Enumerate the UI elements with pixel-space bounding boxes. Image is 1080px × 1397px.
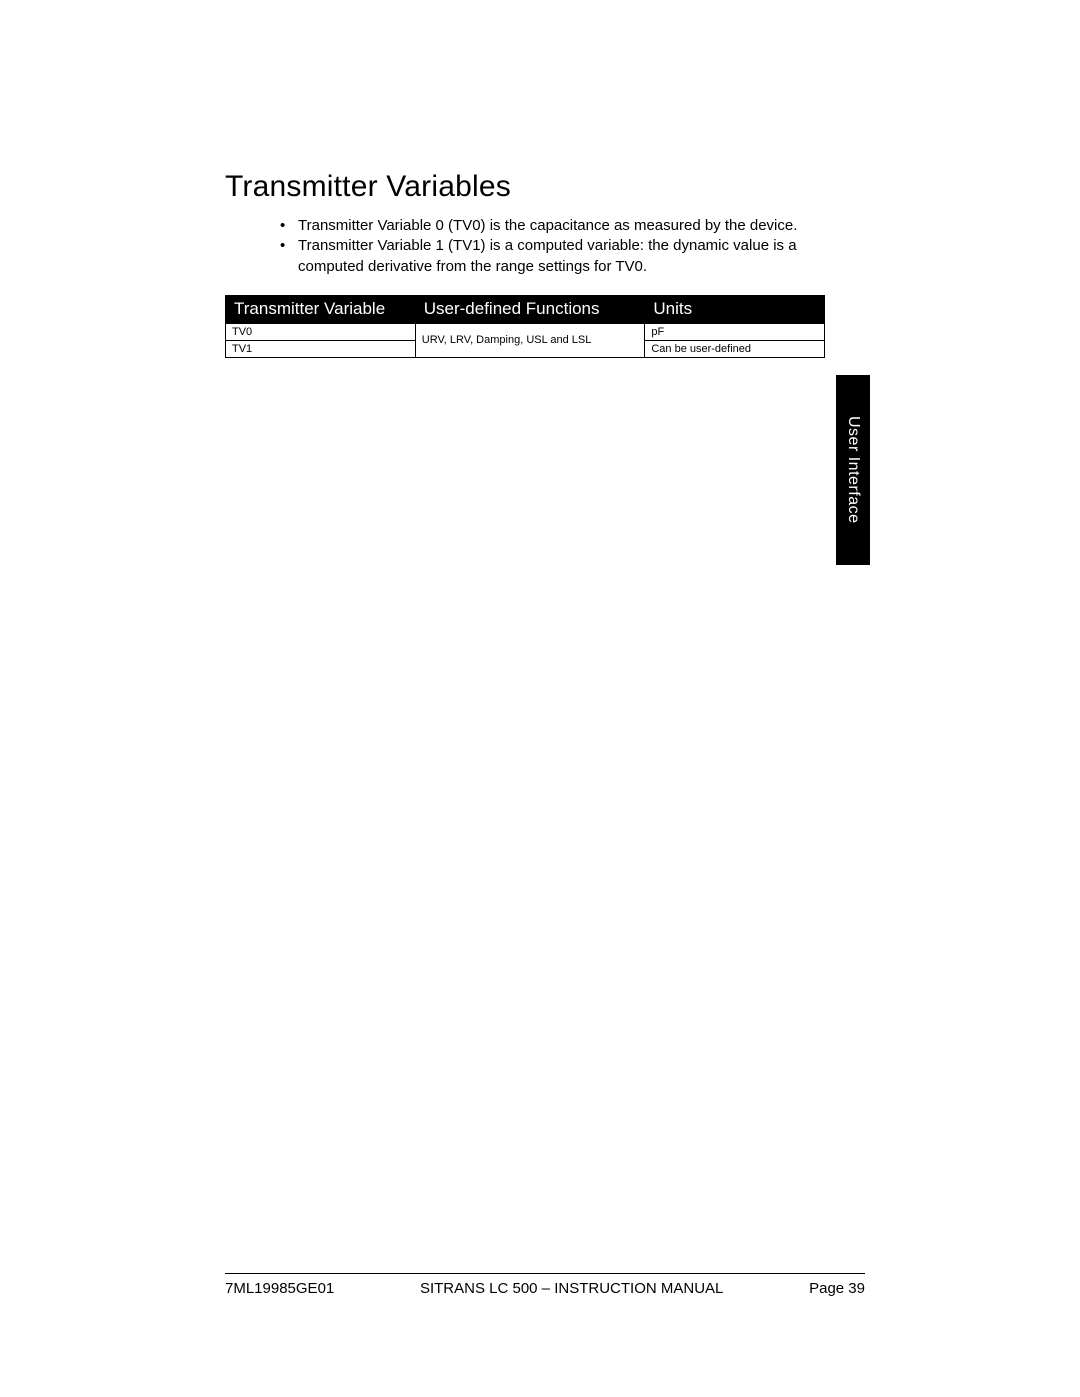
bullet-item: Transmitter Variable 0 (TV0) is the capa… [280, 216, 865, 236]
table-row: TV0 URV, LRV, Damping, USL and LSL pF [226, 323, 825, 340]
side-tab-label: User Interface [844, 416, 862, 523]
side-tab: User Interface [836, 375, 870, 565]
bullet-list: Transmitter Variable 0 (TV0) is the capa… [225, 216, 865, 277]
page-content: Transmitter Variables Transmitter Variab… [225, 170, 865, 358]
table-header-variable: Transmitter Variable [226, 295, 416, 323]
footer-doc-number: 7ML19985GE01 [225, 1280, 334, 1297]
section-heading: Transmitter Variables [225, 170, 865, 204]
cell-functions: URV, LRV, Damping, USL and LSL [415, 323, 645, 357]
footer-title: SITRANS LC 500 – INSTRUCTION MANUAL [334, 1280, 809, 1297]
variables-table: Transmitter Variable User-defined Functi… [225, 295, 825, 358]
table-header-row: Transmitter Variable User-defined Functi… [226, 295, 825, 323]
table-header-units: Units [645, 295, 825, 323]
table-header-functions: User-defined Functions [415, 295, 645, 323]
footer-page-number: Page 39 [809, 1280, 865, 1297]
cell-units: pF [645, 323, 825, 340]
bullet-item: Transmitter Variable 1 (TV1) is a comput… [280, 236, 865, 277]
page-footer: 7ML19985GE01 SITRANS LC 500 – INSTRUCTIO… [225, 1273, 865, 1297]
cell-units: Can be user-defined [645, 340, 825, 357]
cell-variable: TV1 [226, 340, 416, 357]
cell-variable: TV0 [226, 323, 416, 340]
